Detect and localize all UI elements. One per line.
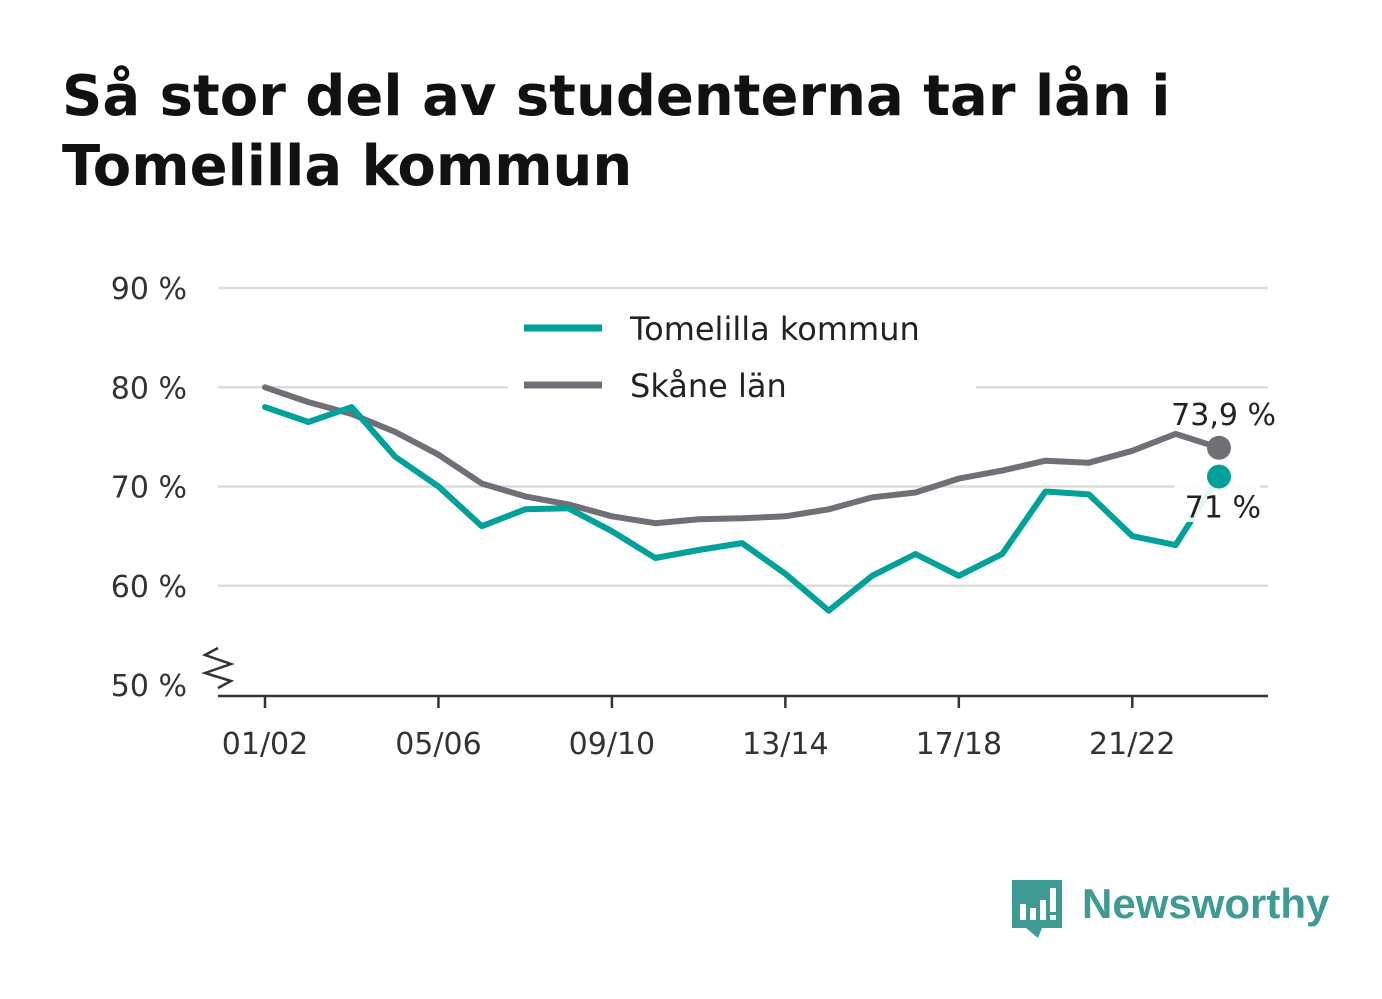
series-end-label: 71 % bbox=[1185, 491, 1261, 526]
series-end-point bbox=[1207, 435, 1231, 460]
x-axis: 01/02 05/06 09/10 13/14 17/18 21/22 bbox=[218, 694, 1268, 762]
legend-background bbox=[508, 300, 976, 412]
series-line-skane bbox=[262, 384, 1222, 527]
series-layer bbox=[262, 384, 1222, 614]
series-end-label: 73,9 % bbox=[1171, 398, 1276, 433]
x-tick-label: 17/18 bbox=[916, 727, 1002, 762]
end-label-halo bbox=[1174, 484, 1260, 522]
y-axis: 50 % 60 % 70 % 80 % 90 % bbox=[111, 272, 235, 704]
x-tick-label: 05/06 bbox=[395, 727, 481, 762]
legend: Tomelilla kommun Skåne län bbox=[508, 300, 976, 412]
y-tick-label: 50 % bbox=[111, 669, 187, 704]
y-tick-label: 70 % bbox=[111, 471, 187, 506]
x-tick-label: 09/10 bbox=[569, 727, 655, 762]
x-tick-label: 01/02 bbox=[222, 727, 308, 762]
legend-label: Tomelilla kommun bbox=[629, 310, 920, 348]
end-labels: 71 % 73,9 % bbox=[1171, 398, 1276, 526]
chart-title: Så stor del av studenterna tar lån i Tom… bbox=[62, 64, 1171, 199]
brand-logo: Newsworthy bbox=[1012, 880, 1329, 940]
y-axis-break-icon bbox=[200, 646, 235, 690]
brand-name: Newsworthy bbox=[1082, 880, 1330, 927]
x-tick-label: 21/22 bbox=[1089, 727, 1175, 762]
x-tick-label: 13/14 bbox=[742, 727, 828, 762]
legend-label: Skåne län bbox=[630, 367, 787, 405]
y-tick-label: 90 % bbox=[111, 272, 187, 307]
y-tick-label: 60 % bbox=[111, 570, 187, 605]
series-line-tomelilla bbox=[262, 404, 1222, 614]
newsworthy-logo-icon bbox=[1012, 880, 1062, 938]
y-tick-label: 80 % bbox=[111, 371, 187, 406]
series-end-point bbox=[1207, 464, 1231, 489]
